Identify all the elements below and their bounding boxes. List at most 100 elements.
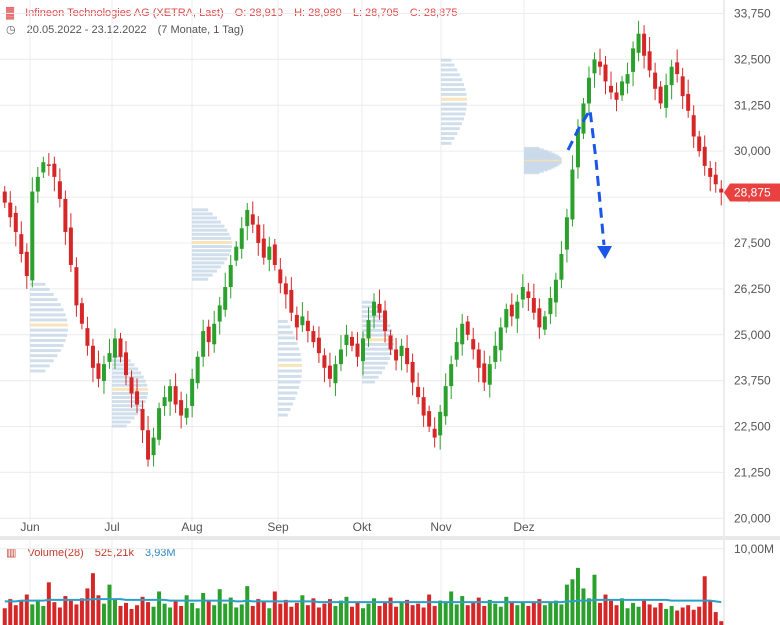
volume-profile-bar xyxy=(30,292,54,296)
volume-bar xyxy=(327,599,332,625)
candle-body xyxy=(195,356,200,384)
volume-profile-bar xyxy=(192,269,217,273)
volume-bar xyxy=(184,595,189,625)
clock-icon: ◷ xyxy=(6,24,16,36)
volume-bar xyxy=(13,605,18,625)
candle-body xyxy=(184,408,189,418)
volume-bar xyxy=(272,591,277,625)
candle-body xyxy=(421,397,426,416)
candle-body xyxy=(239,228,244,249)
volume-bar xyxy=(631,602,636,625)
volume-bar xyxy=(30,604,35,625)
candle-body xyxy=(19,234,24,254)
open-value: O: 28,910 xyxy=(234,7,283,19)
volume-profile-bar xyxy=(192,236,232,240)
volume-bar xyxy=(322,603,327,625)
candle-body xyxy=(35,176,40,192)
candle-body xyxy=(642,33,647,56)
x-tick-label: Nov xyxy=(430,520,451,534)
volume-bar xyxy=(140,596,145,625)
volume-bar xyxy=(669,605,674,625)
volume-bar xyxy=(493,603,498,625)
volume-bar xyxy=(708,601,713,625)
volume-bar xyxy=(151,606,156,625)
candle-body xyxy=(653,72,658,89)
y-tick-label: 22,500 xyxy=(734,420,771,434)
volume-bar xyxy=(2,608,7,625)
volume-bar xyxy=(691,609,696,625)
candle-body xyxy=(52,163,57,177)
volume-profile-bar xyxy=(362,305,379,309)
candle-body xyxy=(68,227,73,265)
high-value: H: 28,980 xyxy=(294,7,342,19)
candle-body xyxy=(366,320,371,339)
low-value: L: 28,705 xyxy=(352,7,399,19)
volume-bar xyxy=(405,599,410,625)
candle-body xyxy=(234,246,239,261)
volume-profile-bar xyxy=(278,402,293,406)
volume-bar xyxy=(206,601,211,625)
candle-body xyxy=(625,74,630,84)
volume-bar xyxy=(520,602,525,625)
volume-profile-bar xyxy=(192,265,221,269)
volume-bar xyxy=(586,598,591,625)
close-value: C: 28,875 xyxy=(409,7,458,19)
candle-body xyxy=(146,430,151,460)
candle-body xyxy=(482,363,487,383)
volume-bar xyxy=(112,599,117,625)
volume-bar xyxy=(124,602,129,625)
volume-bar xyxy=(195,608,200,625)
volume-profile-bar xyxy=(278,397,296,401)
volume-profile-bar xyxy=(362,333,394,337)
volume-bar xyxy=(162,603,167,625)
chart-type-icon[interactable]: ▓ xyxy=(6,7,15,19)
volume-profile-bar xyxy=(441,87,466,91)
volume-profile-bar xyxy=(192,220,221,224)
volume-bar xyxy=(157,591,162,625)
volume-profile-bar xyxy=(441,97,467,101)
volume-bar xyxy=(515,605,520,625)
candle-body xyxy=(553,279,558,303)
candle-body xyxy=(504,309,509,328)
candle-body xyxy=(305,320,310,332)
volume-profile-bar xyxy=(30,282,46,286)
volume-bar xyxy=(542,605,547,625)
candle-body xyxy=(256,224,261,243)
volume-profile-bar xyxy=(192,253,230,257)
volume-bar xyxy=(658,602,663,625)
candle-body xyxy=(372,301,377,316)
volume-bar xyxy=(19,601,24,625)
volume-bar xyxy=(217,589,222,625)
candle-body xyxy=(664,85,669,108)
candle-body xyxy=(620,81,625,96)
volume-bar xyxy=(388,597,393,625)
volume-bars-icon: ▥ xyxy=(6,547,17,559)
candle-body xyxy=(41,162,46,173)
candle-body xyxy=(157,408,162,440)
candle-body xyxy=(498,327,503,351)
candle-body xyxy=(399,345,404,357)
volume-bar xyxy=(85,588,90,625)
y-tick-label: 23,750 xyxy=(734,374,771,388)
candle-body xyxy=(427,411,432,427)
volume-bar xyxy=(504,596,509,625)
volume-bar xyxy=(41,605,46,625)
candle-body xyxy=(344,334,349,346)
volume-bar xyxy=(173,600,178,625)
candle-body xyxy=(140,408,145,431)
volume-bar xyxy=(24,594,29,625)
candle-body xyxy=(719,188,724,193)
candle-body xyxy=(250,214,255,225)
candle-body xyxy=(212,323,217,345)
y-tick-label: 27,500 xyxy=(734,236,771,250)
volume-profile-bar xyxy=(441,78,463,82)
volume-bar xyxy=(234,607,239,625)
volume-profile-bar xyxy=(112,363,135,367)
candle-body xyxy=(217,305,222,322)
candle-body xyxy=(316,337,321,354)
volume-profile-bar xyxy=(112,359,131,363)
volume-bar xyxy=(35,599,40,625)
candle-body xyxy=(515,301,520,319)
volume-profile-bar xyxy=(362,319,388,323)
